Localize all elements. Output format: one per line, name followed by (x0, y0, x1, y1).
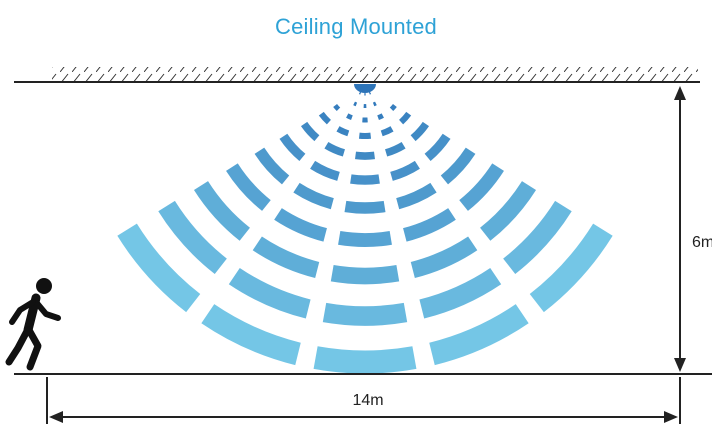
detection-arc-segment (529, 223, 613, 313)
detection-arc-segment (390, 160, 420, 181)
width-arrow-right-icon (664, 411, 678, 423)
detection-arc-segment (453, 99, 462, 126)
ceiling-hatch (52, 67, 698, 81)
detection-arc-segment (254, 147, 290, 185)
detection-arc-segment (402, 208, 456, 242)
detection-arc-segment (310, 160, 340, 181)
detection-arc-segment (384, 141, 406, 157)
detection-arc-segment (459, 163, 504, 211)
detection-arc-segment (300, 121, 320, 142)
detection-arc-segment (338, 231, 392, 247)
detection-arc-segment (537, 110, 557, 172)
detection-arc-segment (372, 101, 377, 107)
detection-arc-segment (432, 96, 438, 114)
detection-arc-segment (479, 181, 537, 241)
detection-arc-segment (410, 121, 430, 142)
detection-arc-segment (241, 102, 253, 139)
detection-arc-segment (117, 223, 201, 313)
detection-arc-segment (440, 147, 476, 185)
detection-arc-segment (274, 208, 328, 242)
sensor-dome-icon (354, 84, 376, 93)
detection-arc-segment (173, 110, 193, 172)
detection-arc-segment (318, 111, 331, 125)
detection-arc-segment (292, 96, 298, 114)
width-arrow-left-icon (49, 411, 63, 423)
height-label: 6m (692, 234, 712, 251)
detection-arc-segment (333, 103, 341, 112)
detection-pattern (88, 91, 643, 373)
detection-arc-segment (293, 182, 334, 210)
detection-arc-segment (350, 174, 380, 185)
walking-person-icon (5, 278, 61, 371)
detection-arc-segment (252, 236, 320, 279)
detection-arc-segment (477, 102, 489, 139)
detection-arc-segment (209, 106, 225, 155)
diagram-title: Ceiling Mounted (275, 14, 437, 39)
detection-arc-segment (419, 267, 502, 319)
detection-arc-segment (380, 126, 394, 137)
detection-arc-segment (410, 236, 478, 279)
height-arrow-top-icon (674, 86, 686, 100)
detection-arc-segment (268, 99, 277, 126)
detection-arc-segment (158, 200, 227, 275)
detection-arc-segment (368, 91, 372, 95)
height-arrow-bottom-icon (674, 358, 686, 372)
detection-arc-segment (396, 182, 437, 210)
detection-arc-segment (344, 200, 386, 214)
detection-arc-segment (228, 267, 311, 319)
detection-arc-segment (322, 302, 408, 326)
detection-arc-segment (355, 151, 375, 160)
detection-arc-segment (330, 264, 400, 285)
height-dimension: 6m (674, 86, 712, 372)
detection-arc-segment (399, 111, 412, 125)
detection-arc-segment (201, 304, 301, 366)
detection-arc-segment (389, 103, 397, 112)
detection-arc-segment (346, 113, 353, 120)
detection-arc-segment (429, 304, 529, 366)
detection-arc-segment (377, 113, 384, 120)
detection-arc-segment (324, 141, 346, 157)
detection-arc-segment (313, 346, 417, 373)
detection-arc-segment (424, 133, 451, 162)
detection-arc-segment (572, 115, 597, 192)
detection-arc-segment (503, 200, 572, 275)
detection-arc-segment (133, 115, 158, 192)
width-dimension: 14m (46, 377, 681, 424)
detection-arc-segment (353, 101, 358, 107)
width-label: 14m (352, 392, 383, 409)
detection-arc-segment (505, 106, 521, 155)
detection-arc-segment (279, 133, 306, 162)
detection-arc-segment (358, 91, 362, 95)
detection-arc-segment (226, 163, 271, 211)
detection-arc-segment (336, 126, 350, 137)
detection-arc-segment (193, 181, 251, 241)
detection-arc-segment (612, 120, 643, 214)
detection-arc-segment (88, 120, 119, 214)
